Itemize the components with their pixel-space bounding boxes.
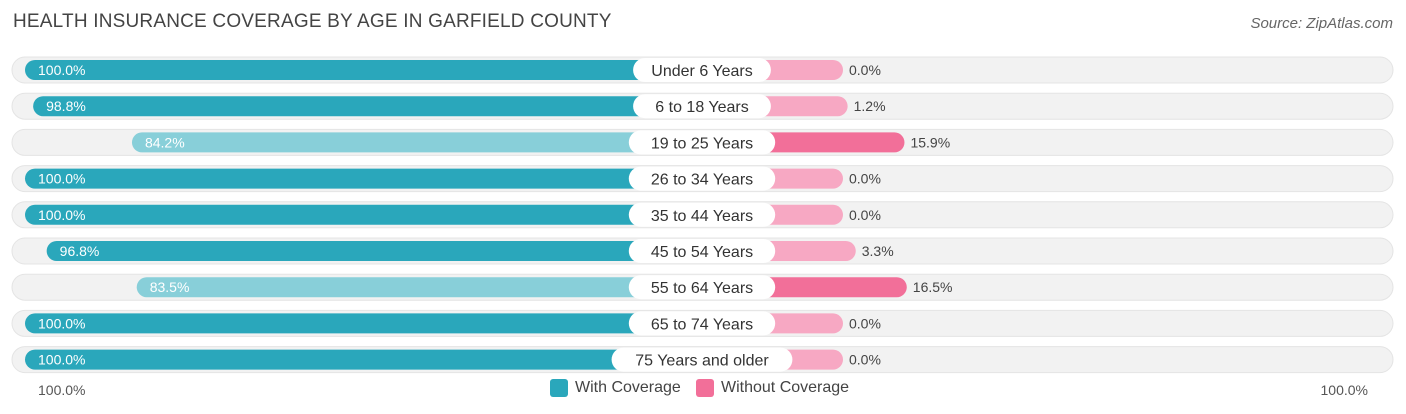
with-coverage-bar [25,168,702,189]
with-coverage-value: 98.8% [46,98,86,114]
category-pill [611,347,793,372]
category-pill [628,239,776,263]
without-coverage-value: 0.0% [849,315,881,331]
category-label: Under 6 Years [651,63,752,80]
category-label: 75 Years and older [635,353,769,370]
bar-row: 100.0% 0.0% 65 to 74 Years [11,309,1394,337]
with-coverage-bar [33,96,702,117]
category-label: 19 to 25 Years [651,135,753,152]
bar-row: 100.0% 0.0% 35 to 44 Years [11,201,1394,229]
legend-label-without: Without Coverage [721,379,850,396]
category-label: 6 to 18 Years [655,99,748,116]
with-coverage-value: 100.0% [38,62,85,78]
with-coverage-bar [46,241,702,261]
category-pill [628,311,776,336]
chart-title: HEALTH INSURANCE COVERAGE BY AGE IN GARF… [13,11,612,32]
category-pill [633,58,771,82]
with-coverage-value: 100.0% [38,315,85,331]
bar-chart: 100.0% 0.0% Under 6 Years 98.8% 1.2% 6 to 18 … [11,56,1394,374]
category-pill [628,202,776,227]
with-coverage-value: 100.0% [38,207,85,223]
bar-row: 100.0% 0.0% 75 Years and older [11,346,1394,374]
without-coverage-value: 0.0% [849,62,881,78]
with-coverage-value: 83.5% [150,279,190,295]
category-label: 26 to 34 Years [651,172,753,189]
without-coverage-value: 16.5% [913,279,953,295]
without-coverage-value: 15.9% [910,134,950,150]
legend-swatch-with [550,379,568,397]
legend: With Coverage Without Coverage [0,379,1406,399]
bar-row: 83.5% 16.5% 55 to 64 Years [11,273,1394,301]
with-coverage-bar [25,349,702,370]
without-coverage-value: 1.2% [854,98,886,114]
with-coverage-bar [25,204,702,225]
source-label: Source: ZipAtlas.com [1250,15,1393,32]
with-coverage-value: 100.0% [38,171,85,187]
legend-with-coverage: With Coverage [550,379,681,397]
legend-swatch-without [696,379,714,397]
with-coverage-bar [136,277,702,298]
with-coverage-value: 96.8% [60,243,100,259]
without-coverage-value: 0.0% [849,352,881,368]
without-coverage-value: 3.3% [862,243,894,259]
category-label: 55 to 64 Years [651,280,753,297]
bar-row: 84.2% 15.9% 19 to 25 Years [11,128,1394,156]
category-label: 65 to 74 Years [651,316,753,333]
axis-right-label: 100.0% [1320,382,1368,398]
category-pill [628,130,776,155]
with-coverage-bar [25,60,702,80]
with-coverage-bar [25,313,702,334]
with-coverage-value: 100.0% [38,352,85,368]
category-pill [628,166,776,191]
bar-row: 98.8% 1.2% 6 to 18 Years [11,92,1394,120]
category-pill [633,94,771,119]
category-pill [628,275,776,300]
axis-left-label: 100.0% [38,382,86,398]
bar-row: 96.8% 3.3% 45 to 54 Years [11,237,1394,265]
category-label: 35 to 44 Years [651,208,753,225]
with-coverage-bar [131,132,702,153]
legend-label-with: With Coverage [575,379,681,396]
with-coverage-value: 84.2% [145,134,185,150]
category-label: 45 to 54 Years [651,244,753,261]
without-coverage-value: 0.0% [849,207,881,223]
legend-without-coverage: Without Coverage [696,379,849,397]
bar-row: 100.0% 0.0% Under 6 Years [11,56,1394,84]
bar-row: 100.0% 0.0% 26 to 34 Years [11,165,1394,193]
without-coverage-value: 0.0% [849,171,881,187]
